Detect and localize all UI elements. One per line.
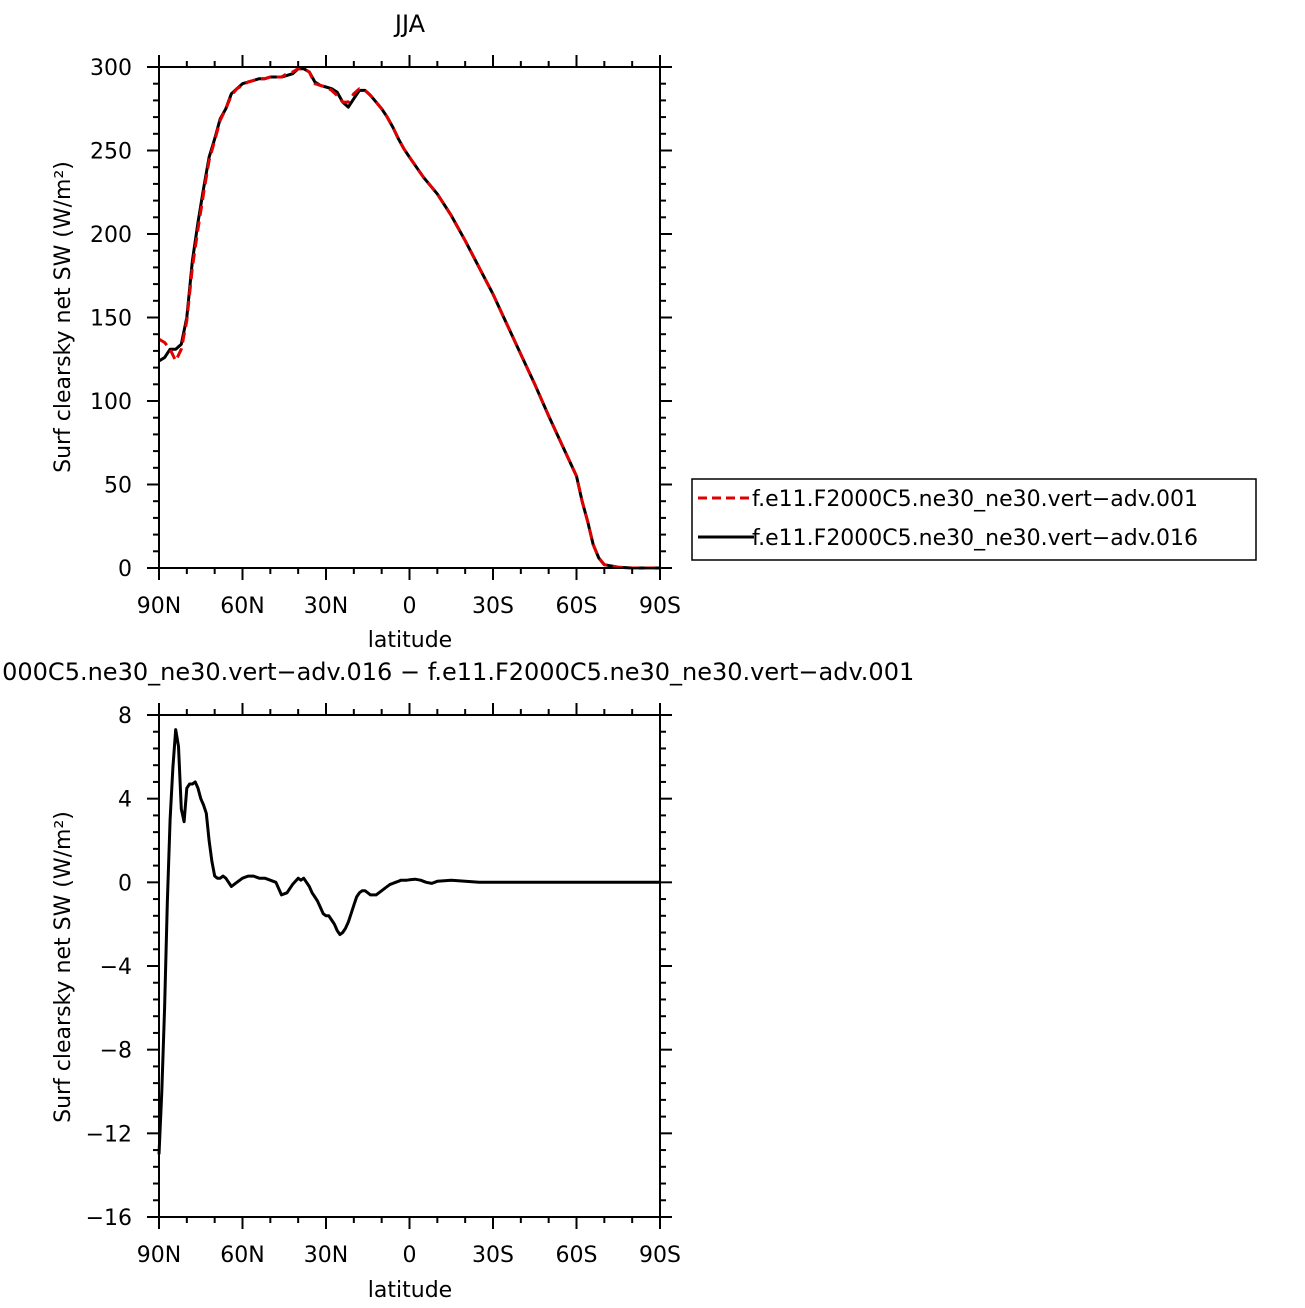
top-x-tick-label: 0 [403, 594, 417, 619]
bottom-x-tick-label: 90S [639, 1243, 681, 1268]
top-x-tick-label: 90N [137, 594, 181, 619]
legend-label-001: f.e11.F2000C5.ne30_ne30.vert−adv.001 [752, 487, 1198, 512]
top-x-tick-label: 60N [220, 594, 264, 619]
top-panel: JJA 90N 60N 30N 0 30S 60S 90S 0 50 100 150 200 250 30… [51, 10, 681, 653]
bottom-series-group [157, 728, 660, 1155]
legend: f.e11.F2000C5.ne30_ne30.vert−adv.001 f.e… [691, 478, 1257, 561]
bottom-x-tick-label: 0 [403, 1243, 417, 1268]
bottom-y-tick-label: −4 [100, 955, 132, 980]
top-y-tick-label: 50 [104, 474, 132, 499]
bottom-y-tick-label: −16 [86, 1206, 132, 1231]
top-y-tick-label: 300 [90, 56, 132, 81]
top-x-tick-label: 30N [304, 594, 348, 619]
top-series-line-2 [158, 67, 660, 570]
bottom-y-tick-label: −12 [86, 1122, 132, 1147]
bottom-x-tick-label: 60S [556, 1243, 598, 1268]
top-x-axis-label: latitude [368, 628, 452, 653]
top-y-tick-label: 150 [90, 307, 132, 332]
bottom-chart-title: f.e11.F2000C5.ne30_ne30.vert−adv.016 − f… [0, 658, 914, 686]
top-series-group [158, 67, 660, 570]
bottom-x-tick-label: 30S [472, 1243, 514, 1268]
top-y-tick-label: 200 [90, 223, 132, 248]
bottom-y-tick-label: 8 [118, 704, 132, 729]
bottom-x-tick-label: 60N [220, 1243, 264, 1268]
bottom-y-tick-label: 4 [118, 788, 132, 813]
bottom-axes-group: 90N 60N 30N 0 30S 60S 90S −16 −12 −8 −4 0 4 8 [86, 703, 681, 1268]
top-x-tick-label: 90S [639, 594, 681, 619]
top-x-tick-label: 60S [556, 594, 598, 619]
bottom-y-tick-label: 0 [118, 871, 132, 896]
bottom-x-axis-label: latitude [368, 1278, 452, 1303]
top-x-tick-label: 30S [472, 594, 514, 619]
bottom-x-tick-label: 90N [137, 1243, 181, 1268]
legend-label-016: f.e11.F2000C5.ne30_ne30.vert−adv.016 [752, 526, 1198, 551]
top-y-tick-label: 100 [90, 390, 132, 415]
bottom-plot-frame [158, 714, 661, 1218]
bottom-y-axis-label: Surf clearsky net SW (W/m²) [51, 811, 76, 1123]
bottom-panel: f.e11.F2000C5.ne30_ne30.vert−adv.016 − f… [0, 658, 914, 1303]
top-series-line-1 [158, 67, 660, 570]
top-y-axis-label: Surf clearsky net SW (W/m²) [51, 161, 76, 473]
bottom-x-tick-label: 30N [304, 1243, 348, 1268]
top-y-tick-label: 0 [118, 557, 132, 582]
bottom-y-tick-label: −8 [100, 1039, 132, 1064]
top-axes-group: 90N 60N 30N 0 30S 60S 90S 0 50 100 150 200 250 300 [90, 55, 681, 619]
top-y-tick-label: 250 [90, 140, 132, 165]
legend-box [691, 478, 1257, 561]
top-chart-title: JJA [393, 10, 426, 38]
bottom-series-line-1 [157, 728, 660, 1155]
top-plot-frame [158, 66, 661, 569]
